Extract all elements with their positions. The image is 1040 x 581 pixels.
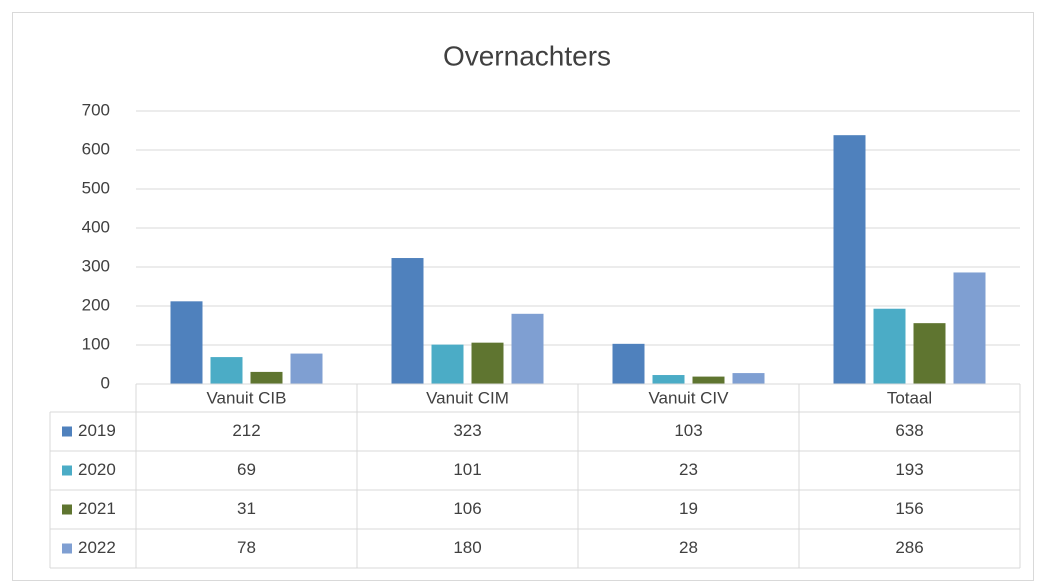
table-value: 103 bbox=[674, 421, 702, 440]
y-tick-label: 500 bbox=[82, 178, 110, 197]
chart-border bbox=[12, 12, 1034, 581]
bar bbox=[250, 371, 283, 384]
table-value: 212 bbox=[232, 421, 260, 440]
legend-key bbox=[62, 426, 72, 437]
legend-label: 2020 bbox=[78, 460, 116, 479]
legend-key bbox=[62, 465, 72, 476]
bar bbox=[953, 272, 986, 384]
bar bbox=[391, 258, 424, 384]
legend-label: 2022 bbox=[78, 538, 116, 557]
bar bbox=[612, 343, 645, 384]
table-value: 69 bbox=[237, 460, 256, 479]
legend-label: 2021 bbox=[78, 499, 116, 518]
bar bbox=[833, 135, 866, 384]
table-value: 31 bbox=[237, 499, 256, 518]
table-value: 193 bbox=[895, 460, 923, 479]
table-value: 101 bbox=[453, 460, 481, 479]
y-tick-label: 200 bbox=[82, 295, 110, 314]
legend-key bbox=[62, 543, 72, 554]
bar bbox=[431, 344, 464, 384]
y-tick-label: 100 bbox=[82, 334, 110, 353]
table-value: 286 bbox=[895, 538, 923, 557]
table-value: 638 bbox=[895, 421, 923, 440]
bar bbox=[913, 323, 946, 384]
bar bbox=[732, 373, 765, 384]
table-value: 28 bbox=[679, 538, 698, 557]
bar bbox=[290, 353, 323, 384]
bar bbox=[471, 342, 504, 384]
y-tick-label: 400 bbox=[82, 217, 110, 236]
x-tick-label: Vanuit CIV bbox=[648, 388, 729, 407]
chart-title: Overnachters bbox=[443, 40, 611, 71]
y-tick-label: 300 bbox=[82, 256, 110, 275]
table-value: 156 bbox=[895, 499, 923, 518]
bar bbox=[170, 301, 203, 384]
table-value: 106 bbox=[453, 499, 481, 518]
legend-key bbox=[62, 504, 72, 515]
bar bbox=[692, 376, 725, 384]
table-value: 180 bbox=[453, 538, 481, 557]
x-tick-label: Totaal bbox=[887, 388, 932, 407]
bar bbox=[652, 375, 685, 384]
y-tick-label: 700 bbox=[82, 100, 110, 119]
y-tick-label: 600 bbox=[82, 139, 110, 158]
bar bbox=[210, 357, 243, 384]
x-tick-label: Vanuit CIM bbox=[426, 388, 509, 407]
legend-label: 2019 bbox=[78, 421, 116, 440]
bar bbox=[511, 313, 544, 384]
x-tick-label: Vanuit CIB bbox=[206, 388, 286, 407]
table-value: 19 bbox=[679, 499, 698, 518]
table-value: 323 bbox=[453, 421, 481, 440]
table-value: 23 bbox=[679, 460, 698, 479]
bar bbox=[873, 308, 906, 384]
y-tick-label: 0 bbox=[101, 373, 110, 392]
table-value: 78 bbox=[237, 538, 256, 557]
